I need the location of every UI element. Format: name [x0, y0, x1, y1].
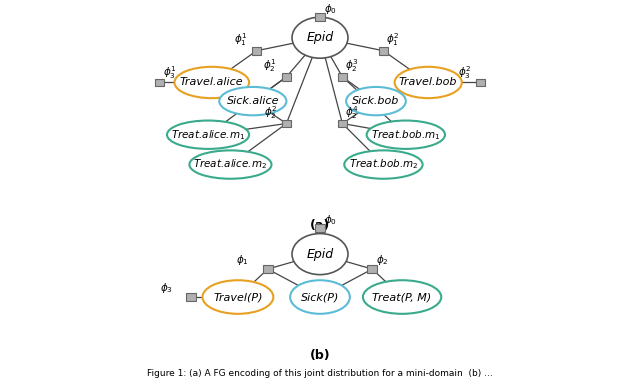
Text: $\phi_1^2$: $\phi_1^2$: [387, 31, 400, 48]
Bar: [263, 265, 273, 273]
Text: $\phi_2^2$: $\phi_2^2$: [264, 104, 277, 121]
Ellipse shape: [344, 151, 422, 179]
Text: Treat.bob.m$_1$: Treat.bob.m$_1$: [371, 128, 441, 142]
Bar: [282, 73, 291, 81]
Bar: [252, 47, 261, 55]
Text: $\phi_2^3$: $\phi_2^3$: [346, 58, 359, 74]
Bar: [367, 265, 377, 273]
Ellipse shape: [220, 87, 287, 115]
Ellipse shape: [395, 67, 462, 98]
Text: Epid: Epid: [307, 247, 333, 261]
Ellipse shape: [175, 67, 249, 98]
Text: Travel.bob: Travel.bob: [399, 78, 458, 88]
Ellipse shape: [202, 280, 273, 314]
Bar: [315, 224, 325, 232]
Ellipse shape: [189, 151, 271, 179]
Text: $\phi_2^1$: $\phi_2^1$: [264, 58, 277, 74]
Ellipse shape: [367, 120, 445, 149]
Ellipse shape: [292, 234, 348, 275]
Text: $\phi_3$: $\phi_3$: [160, 281, 173, 295]
Text: $\phi_3^1$: $\phi_3^1$: [163, 64, 176, 81]
Bar: [379, 47, 388, 55]
Text: Epid: Epid: [307, 31, 333, 44]
Text: Figure 1: (a) A FG encoding of this joint distribution for a mini-domain  (b) ..: Figure 1: (a) A FG encoding of this join…: [147, 369, 493, 378]
Bar: [186, 293, 196, 301]
Text: $\phi_0$: $\phi_0$: [324, 2, 337, 16]
Bar: [282, 120, 291, 127]
Text: Treat.alice.m$_2$: Treat.alice.m$_2$: [193, 157, 268, 171]
Bar: [337, 73, 348, 81]
Ellipse shape: [167, 120, 249, 149]
Text: Sick.alice: Sick.alice: [227, 96, 279, 106]
Text: $\phi_0$: $\phi_0$: [324, 213, 337, 227]
Bar: [155, 79, 164, 86]
Text: $\phi_3^2$: $\phi_3^2$: [458, 64, 471, 81]
Text: $\phi_1$: $\phi_1$: [236, 253, 249, 267]
Text: Sick(P): Sick(P): [301, 292, 339, 302]
Ellipse shape: [363, 280, 441, 314]
Text: Treat(P, M): Treat(P, M): [372, 292, 432, 302]
Text: Travel.alice: Travel.alice: [180, 78, 244, 88]
Text: $\phi_2^4$: $\phi_2^4$: [346, 104, 359, 121]
Ellipse shape: [292, 17, 348, 58]
Text: Travel(P): Travel(P): [213, 292, 262, 302]
Text: $\phi_2$: $\phi_2$: [376, 253, 388, 267]
Text: Sick.bob: Sick.bob: [352, 96, 399, 106]
Ellipse shape: [290, 280, 350, 314]
Text: (a): (a): [310, 218, 330, 232]
Bar: [337, 120, 348, 127]
Text: Treat.bob.m$_2$: Treat.bob.m$_2$: [349, 157, 418, 171]
Text: (b): (b): [310, 349, 330, 362]
Ellipse shape: [346, 87, 406, 115]
Text: $\phi_1^1$: $\phi_1^1$: [234, 31, 247, 48]
Bar: [315, 13, 325, 21]
Bar: [476, 79, 485, 86]
Text: Treat.alice.m$_1$: Treat.alice.m$_1$: [171, 128, 245, 142]
